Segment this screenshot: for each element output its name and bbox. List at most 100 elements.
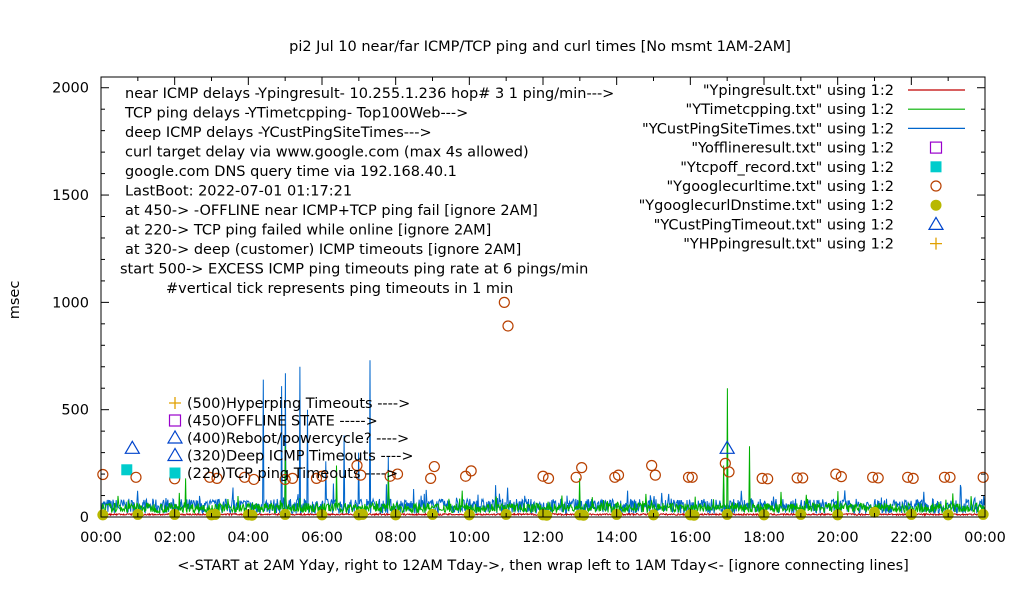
legend-swatch [930,199,942,211]
key-label: (400)Reboot/powercycle? ----> [187,431,409,447]
data-point [907,472,919,484]
y-axis-label: msec [7,281,23,320]
x-tick-label: 00:00 [964,530,1006,546]
data-point [835,471,847,483]
data-point [977,508,989,520]
data-point [723,466,735,478]
y-tick-label: 1000 [52,295,89,311]
x-tick-label: 00:00 [80,530,122,546]
data-point [902,471,914,483]
chart-title: pi2 Jul 10 near/far ICMP/TCP ping and cu… [289,39,791,55]
data-point [248,473,260,486]
data-point [686,471,698,483]
data-point [542,472,555,484]
x-tick-label: 08:00 [375,530,417,546]
data-point [646,459,658,472]
data-point [938,471,951,483]
x-tick-label: 04:00 [227,530,269,546]
data-point [791,472,803,484]
data-point [460,470,472,482]
legend-label: "Yofflineresult.txt" using 1:2 [691,141,894,157]
annotation-note: deep ICMP delays -YCustPingSiteTimes---> [125,125,432,141]
data-point [872,472,884,484]
annotation-note: curl target delay via www.google.com (ma… [125,145,529,161]
key-marker [166,447,184,462]
y-tick-label: 0 [80,510,89,526]
data-point [649,469,661,481]
annotation-note: LastBoot: 2022-07-01 01:17:21 [125,184,352,200]
data-point [578,509,590,521]
key-label: (320)Deep ICMP Timeouts ----> [187,449,414,465]
data-point [682,471,695,483]
legend-label: "YTimetcpping.txt" using 1:2 [686,102,894,118]
data-point [384,470,396,482]
data-point [279,473,291,486]
legend-label: "Ypingresult.txt" using 1:2 [703,83,894,99]
key-marker [166,429,184,444]
data-point [211,472,223,484]
legend-swatch [930,180,942,192]
x-tick-label: 14:00 [596,530,638,546]
x-tick-label: 12:00 [522,530,564,546]
data-point [124,440,141,454]
data-point [688,509,700,521]
data-point [391,468,404,480]
x-tick-label: 18:00 [743,530,785,546]
data-point [869,506,880,518]
annotation-notes: near ICMP delays -Ypingresult- 10.255.1.… [120,86,614,297]
data-point [465,465,477,477]
legend-label: "Ygooglecurltime.txt" using 1:2 [667,179,895,195]
data-point [130,471,142,483]
x-tick-label: 16:00 [669,530,711,546]
legend: "Ypingresult.txt" using 1:2 "YTimetcpping… [639,83,965,253]
data-point [286,472,299,484]
data-point [316,470,328,482]
data-point [756,472,768,484]
data-point [97,509,109,521]
timeout-key: (500)Hyperping Timeouts ----> (450)OFFLIN… [166,396,414,482]
key-marker [168,414,182,427]
data-point [425,472,437,484]
data-point [719,440,736,454]
key-label: (500)Hyperping Timeouts ----> [187,396,410,412]
data-point [121,464,133,476]
annotation-note: start 500-> EXCESS ICMP ping timeouts pi… [120,262,588,278]
data-point [977,471,989,483]
key-label: (220)TCP ping Timeouts ----> [187,466,398,482]
data-point [944,471,956,483]
data-point [498,296,510,308]
legend-label: "YCustPingTimeout.txt" using 1:2 [654,217,894,233]
x-axis: 00:00 02:00 04:00 06:00 08:00 10:00 12:00 14:00… [80,77,1006,546]
data-point [537,470,549,482]
legend-swatch [930,161,942,173]
data-point [830,468,842,480]
data-point [541,509,553,521]
data-point [355,469,367,481]
x-tick-label: 06:00 [301,530,343,546]
annotation-note: near ICMP delays -Ypingresult- 10.255.1.… [125,86,614,102]
annotation-note: at 450-> -OFFLINE near ICMP+TCP ping fai… [125,203,538,219]
y-tick-label: 1500 [52,188,89,204]
legend-swatch [927,216,945,230]
data-point [762,473,774,485]
data-point [204,471,216,483]
y-axis: 0 500 1000 1500 2000 [52,81,985,526]
data-point [570,471,582,483]
data-point [351,459,363,472]
annotation-note: #vertical tick represents ping timeouts … [166,281,513,297]
data-point [797,472,809,484]
annotation-note: at 220-> TCP ping failed while online [i… [125,223,491,239]
legend-label: "YHPpingresult.txt" using 1:2 [683,237,894,253]
x-tick-label: 02:00 [154,530,196,546]
data-point [612,469,625,481]
data-point [502,320,514,332]
legend-label: "YgooglecurlDnstime.txt" using 1:2 [639,198,894,214]
annotation-note: at 320-> deep (customer) ICMP timeouts [… [125,242,521,258]
data-point [310,472,323,484]
annotation-note: TCP ping delays -YTimetcpping- Top100Web… [124,106,468,122]
x-axis-label: <-START at 2AM Yday, right to 12AM Tday-… [177,558,909,574]
data-point [576,462,588,474]
x-tick-label: 22:00 [890,530,932,546]
data-point [609,471,621,483]
key-marker [169,397,181,409]
